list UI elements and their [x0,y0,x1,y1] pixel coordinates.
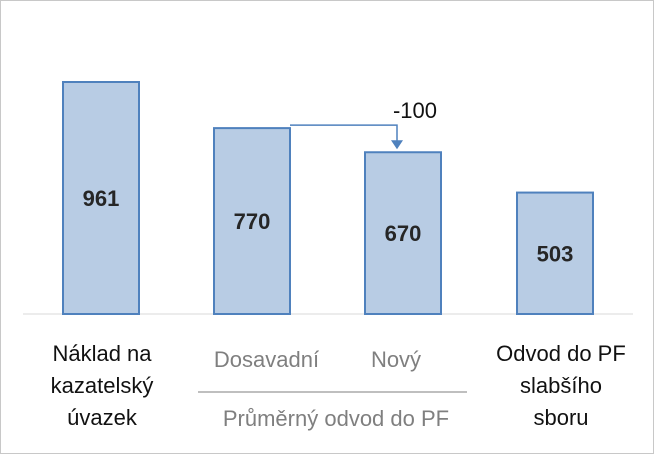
data-label-dosavadni: 770 [234,209,271,234]
difference-connector [290,124,398,142]
group-label-prumerny-odvod: Průměrný odvod do PF [222,406,450,431]
category-label-naklad: Náklad na kazatelský úvazek [50,341,154,430]
category-label-dosavadni: Dosavadní [213,347,320,372]
bar-naklad [62,81,140,315]
data-label-novy: 670 [385,221,422,246]
bar-novy [364,151,442,315]
data-label-odvod: 503 [537,241,574,266]
category-label-odvod: Odvod do PF slabšího sboru [496,341,626,430]
data-label-naklad: 961 [83,186,120,211]
difference-label: -100 [393,98,437,123]
difference-arrowhead [391,140,403,150]
category-label-novy: Nový [370,347,422,372]
bar-odvod [516,191,594,315]
bar-dosavadni [213,127,291,315]
